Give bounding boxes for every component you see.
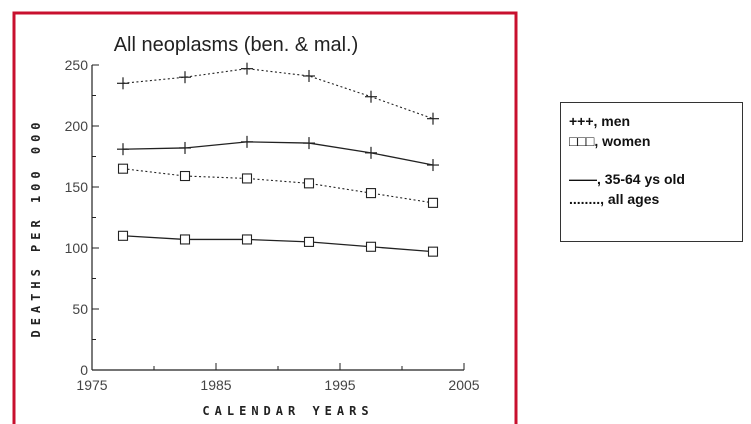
data-point-plus bbox=[365, 146, 377, 159]
y-axis-label: DEATHS PER 100 000 bbox=[29, 117, 43, 337]
x-tick-label: 1995 bbox=[324, 377, 355, 393]
series-women-all-ages bbox=[117, 163, 439, 208]
data-point-square bbox=[241, 173, 253, 184]
y-tick-label: 200 bbox=[65, 118, 89, 134]
x-axis-label: CALENDAR YEARS bbox=[202, 404, 373, 418]
y-tick-label: 250 bbox=[65, 57, 89, 73]
chart-title: All neoplasms (ben. & mal.) bbox=[114, 34, 359, 56]
legend-entry-solid: ——, 35-64 ys old bbox=[569, 171, 685, 187]
legend-entry-men: +++, men bbox=[569, 113, 631, 129]
y-tick-label: 0 bbox=[80, 362, 88, 378]
data-point-square bbox=[303, 236, 315, 247]
series-men-all-ages bbox=[117, 62, 439, 125]
data-point-square bbox=[179, 170, 191, 182]
y-tick-label: 150 bbox=[65, 179, 89, 195]
series-line bbox=[122, 68, 434, 120]
x-tick-label: 1985 bbox=[200, 377, 231, 393]
series-women-35-64 bbox=[117, 230, 439, 257]
series-line bbox=[122, 168, 434, 204]
data-point-square bbox=[117, 230, 129, 241]
data-point-square bbox=[365, 188, 377, 199]
data-point-plus bbox=[427, 112, 439, 125]
series-line bbox=[122, 235, 434, 253]
data-point-square bbox=[179, 234, 191, 245]
y-tick-label: 50 bbox=[72, 301, 88, 317]
y-tick-label: 100 bbox=[65, 240, 89, 256]
data-point-square bbox=[303, 178, 315, 189]
data-point-plus bbox=[117, 77, 129, 90]
x-axis-ticks: 1975 1985 1995 2005 bbox=[76, 363, 480, 393]
data-point-plus bbox=[427, 159, 439, 172]
legend-entry-women: □□□, women bbox=[569, 133, 651, 149]
data-point-plus bbox=[179, 141, 191, 154]
plot-axes bbox=[91, 65, 464, 371]
data-point-plus bbox=[117, 143, 129, 156]
data-point-square bbox=[427, 246, 439, 257]
data-point-square bbox=[427, 197, 439, 208]
data-point-plus bbox=[303, 69, 315, 82]
y-axis-ticks: 0 50 100 150 200 250 bbox=[65, 57, 99, 378]
chart-frame bbox=[12, 11, 518, 424]
data-point-plus bbox=[241, 62, 253, 75]
data-point-square bbox=[365, 241, 377, 252]
series-men-35-64 bbox=[117, 135, 439, 172]
x-tick-label: 1975 bbox=[76, 377, 107, 393]
data-point-square bbox=[117, 163, 129, 174]
data-point-plus bbox=[365, 90, 377, 103]
data-point-square bbox=[241, 234, 253, 245]
legend: +++, men □□□, women ——, 35-64 ys old ...… bbox=[560, 102, 743, 242]
x-tick-label: 2005 bbox=[448, 377, 479, 393]
data-point-plus bbox=[303, 137, 315, 150]
data-point-plus bbox=[241, 135, 253, 148]
series-layer bbox=[117, 62, 439, 257]
data-point-plus bbox=[179, 71, 191, 84]
series-line bbox=[122, 141, 434, 166]
legend-entry-dotted: ........, all ages bbox=[569, 191, 660, 207]
